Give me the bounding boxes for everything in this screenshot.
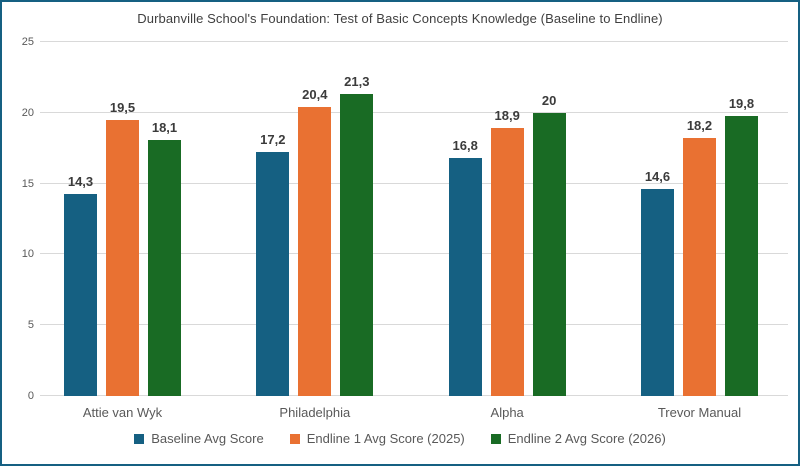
- bar-column: 18,2: [682, 42, 716, 396]
- bar-value-label: 20: [541, 92, 557, 108]
- y-tick-label: 15: [21, 177, 34, 190]
- plot-area: 0 5 10 15 20 25 14,3 19,5 18,1 17,2 20,4 21,3 16,8 18…: [22, 36, 788, 402]
- bar: [682, 138, 716, 396]
- bar-column: 18,1: [148, 42, 181, 396]
- bar-value-label: 14,6: [644, 169, 671, 185]
- gridline: [40, 395, 788, 396]
- bar-group: 14,3 19,5 18,1: [64, 42, 181, 396]
- bar-value-label: 19,5: [109, 99, 136, 115]
- gridline: [40, 111, 788, 113]
- legend: Baseline Avg Score Endline 1 Avg Score (2…: [2, 431, 798, 446]
- legend-swatch: [490, 433, 501, 444]
- legend-item: Endline 2 Avg Score (2026): [490, 431, 666, 446]
- bar-group: 14,6 18,2 19,8: [640, 42, 758, 396]
- y-tick-label: 5: [27, 319, 34, 332]
- y-tick-label: 10: [21, 248, 34, 261]
- bar-value-label: 21,3: [344, 74, 370, 90]
- y-tick-label: 20: [21, 106, 34, 119]
- bar-value-label: 16,8: [452, 138, 478, 154]
- legend-swatch: [134, 433, 145, 444]
- legend-swatch: [289, 433, 300, 444]
- legend-item: Endline 1 Avg Score (2025): [289, 431, 465, 446]
- bar: [724, 115, 758, 396]
- y-tick-label: 0: [27, 390, 34, 402]
- category-label: Alpha: [490, 405, 524, 420]
- bar-column: 19,8: [724, 42, 758, 396]
- bar-column: 20: [532, 42, 566, 396]
- bar-value-label: 18,2: [686, 118, 713, 134]
- y-tick-label: 25: [21, 36, 34, 48]
- bar-group: 17,2 20,4 21,3: [256, 42, 374, 396]
- gridline: [40, 324, 788, 326]
- chart-title: Durbanville School's Foundation: Test of…: [137, 11, 663, 26]
- bar: [256, 152, 290, 396]
- bar-column: 19,5: [106, 42, 139, 396]
- bar-column: 14,6: [640, 42, 674, 396]
- bar-column: 21,3: [340, 42, 374, 396]
- bar-value-label: 20,4: [302, 87, 328, 103]
- bar: [106, 119, 139, 396]
- bars-row: 14,3 19,5 18,1 17,2 20,4 21,3 16,8 18,9 20 14,6 18…: [40, 42, 788, 396]
- category-label: Trevor Manual: [657, 405, 742, 420]
- bar: [298, 107, 332, 396]
- bar: [148, 139, 181, 396]
- bar: [532, 112, 566, 396]
- gridline: [40, 41, 788, 42]
- x-axis-labels: Attie van Wyk Philadelphia Alpha Trevor Man…: [40, 405, 788, 420]
- bar: [64, 193, 97, 396]
- gridline: [40, 182, 788, 184]
- legend-label: Baseline Avg Score: [151, 431, 264, 446]
- legend-label: Endline 2 Avg Score (2026): [507, 431, 666, 446]
- bar: [448, 158, 482, 396]
- bar-column: 20,4: [298, 42, 332, 396]
- bar-value-label: 14,3: [67, 173, 94, 189]
- bar: [490, 128, 524, 396]
- bar-column: 14,3: [64, 42, 97, 396]
- gridline: [40, 253, 788, 255]
- bar-group: 16,8 18,9 20: [448, 42, 566, 396]
- bar-value-label: 19,8: [728, 95, 755, 111]
- bar-value-label: 17,2: [260, 132, 286, 148]
- bar-column: 18,9: [490, 42, 524, 396]
- category-label: Attie van Wyk: [82, 405, 163, 420]
- bar-value-label: 18,1: [151, 119, 178, 135]
- legend-item: Baseline Avg Score: [134, 431, 264, 446]
- bar-column: 16,8: [448, 42, 482, 396]
- category-label: Philadelphia: [279, 405, 351, 420]
- bar-value-label: 18,9: [494, 108, 520, 124]
- bar-column: 17,2: [256, 42, 290, 396]
- legend-label: Endline 1 Avg Score (2025): [306, 431, 465, 446]
- bar: [340, 94, 374, 396]
- bar: [640, 189, 674, 396]
